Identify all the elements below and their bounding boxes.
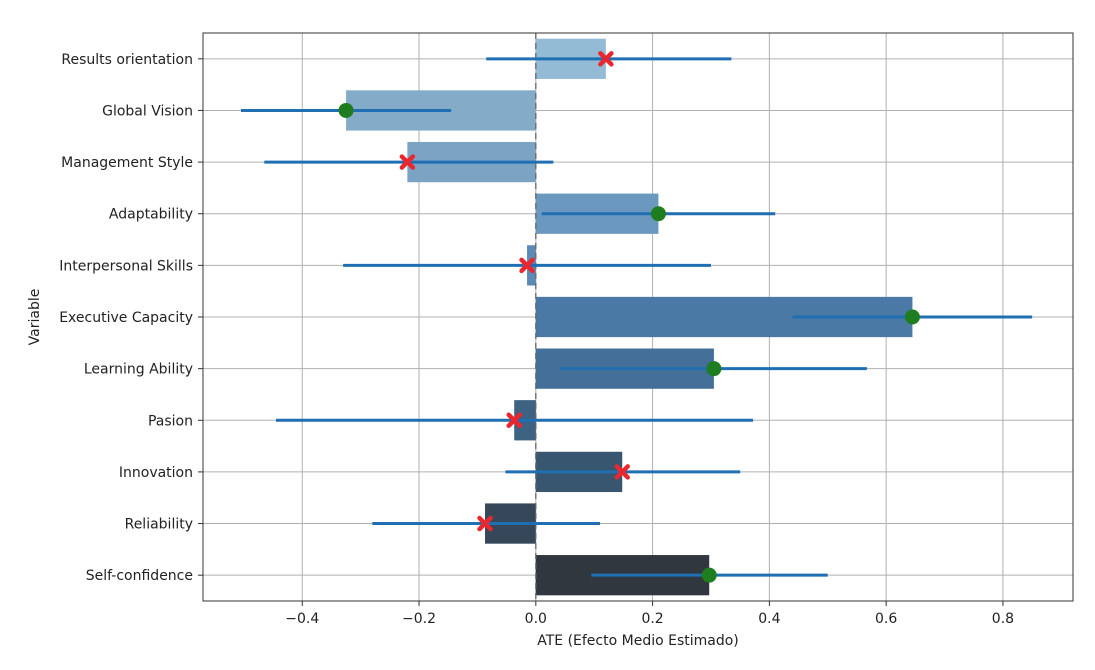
marker-nonsignificant-8 bbox=[614, 464, 630, 480]
marker-nonsignificant-2 bbox=[399, 154, 416, 170]
marker-significant-10 bbox=[701, 567, 717, 583]
marker-cross-stroke-b-9 bbox=[477, 515, 493, 532]
marker-cross-stroke-b-8 bbox=[614, 464, 630, 480]
ytick-label-1: Global Vision bbox=[102, 103, 193, 119]
ytick-label-9: Reliability bbox=[125, 517, 193, 533]
ytick-label-3: Adaptability bbox=[109, 207, 193, 223]
ytick-label-10: Self-confidence bbox=[86, 568, 193, 584]
y-axis-label: Variable bbox=[27, 289, 43, 346]
ytick-label-6: Learning Ability bbox=[84, 362, 193, 378]
xtick-label-5: 0.6 bbox=[875, 611, 897, 627]
point-markers bbox=[338, 51, 920, 583]
xtick-label-6: 0.8 bbox=[992, 611, 1014, 627]
xtick-label-1: −0.2 bbox=[402, 611, 436, 627]
marker-cross-stroke-b-0 bbox=[598, 51, 614, 67]
xtick-label-2: 0.0 bbox=[525, 611, 547, 627]
ytick-label-8: Innovation bbox=[119, 465, 193, 481]
marker-nonsignificant-0 bbox=[598, 51, 614, 67]
x-axis-label: ATE (Efecto Medio Estimado) bbox=[537, 633, 739, 649]
marker-nonsignificant-9 bbox=[477, 515, 493, 532]
xtick-label-0: −0.4 bbox=[285, 611, 319, 627]
marker-significant-6 bbox=[706, 361, 722, 377]
ytick-label-7: Pasion bbox=[148, 413, 193, 429]
marker-significant-1 bbox=[338, 102, 354, 118]
marker-cross-stroke-b-7 bbox=[506, 412, 522, 429]
x-tick-labels: −0.4 −0.2 0.0 0.2 0.4 0.6 0.8 bbox=[285, 601, 1014, 627]
marker-cross-stroke-b-2 bbox=[399, 154, 416, 170]
marker-cross-stroke-b-4 bbox=[519, 257, 535, 274]
marker-significant-5 bbox=[904, 309, 920, 325]
ytick-label-0: Results orientation bbox=[61, 52, 193, 68]
xtick-label-3: 0.2 bbox=[641, 611, 663, 627]
y-tick-labels: Results orientation Global Vision Manageme… bbox=[59, 52, 203, 584]
ytick-label-2: Management Style bbox=[61, 155, 193, 171]
marker-nonsignificant-4 bbox=[519, 257, 535, 274]
ytick-label-4: Interpersonal Skills bbox=[59, 258, 193, 274]
ytick-label-5: Executive Capacity bbox=[59, 310, 193, 326]
xtick-label-4: 0.4 bbox=[758, 611, 780, 627]
marker-nonsignificant-7 bbox=[506, 412, 522, 429]
marker-significant-3 bbox=[650, 206, 666, 222]
